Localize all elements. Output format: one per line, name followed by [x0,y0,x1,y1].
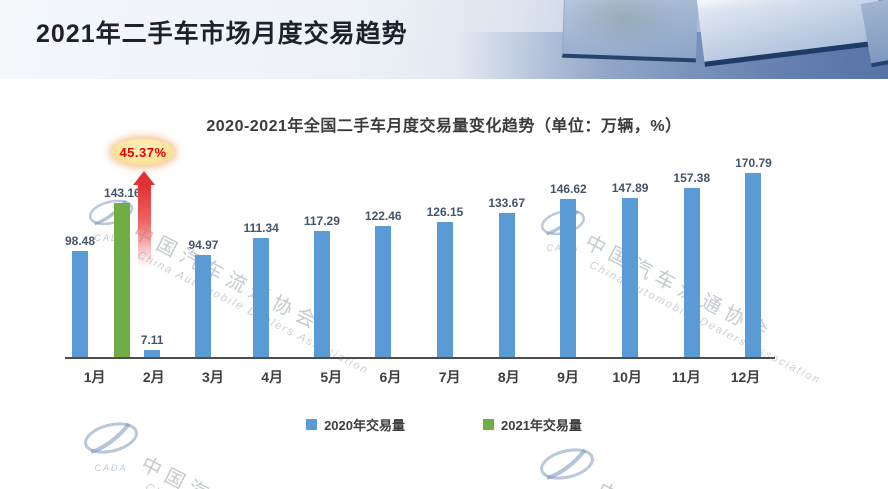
month-column: 122.46 [365,150,427,358]
x-axis-tick-label: 12月 [730,369,761,385]
bar-value-label: 98.48 [65,234,96,249]
watermark-zh-text: 中国汽车流通协会 [593,474,849,489]
month-column: 147.89 [612,150,674,358]
bar-2020年交易量[interactable] [144,350,161,358]
bar-value-label: 143.16 [104,186,141,201]
month-column: 94.97 [188,150,243,358]
legend-label-2021: 2021年交易量 [501,418,582,433]
month-column: 117.29 [304,150,365,358]
month-column: 7.11 [141,150,189,358]
arrow-shaft [137,185,151,267]
bar-value-label: 133.67 [488,196,526,211]
legend-swatch-2021-icon [483,419,494,430]
legend-item-2020[interactable]: 2020年交易量 [306,415,405,434]
legend-label-2020: 2020年交易量 [324,418,405,433]
x-axis-tick-label: 1月 [83,369,106,385]
bar-2020年交易量[interactable] [313,231,330,358]
bar-2020年交易量[interactable] [195,255,212,358]
month-column: 133.67 [488,150,550,358]
x-axis-tick-label: 4月 [261,369,283,385]
x-axis-tick-label: 8月 [497,369,520,385]
bar-columns: 98.48 143.16 7.11 94.97 111.34 117.29 122.46 12… [65,150,775,358]
x-axis-tick-label: 11月 [671,369,701,385]
bar-2020年交易量[interactable] [498,213,515,358]
x-axis-tick-label: 5月 [320,369,343,385]
bar-2020年交易量[interactable] [560,199,577,358]
bar-value-label: 7.11 [140,333,164,348]
bar-2020年交易量[interactable] [436,221,453,358]
growth-callout-value: 45.37% [119,144,167,160]
cada-logo-icon: CADA [536,444,598,489]
x-axis-tick-label: 10月 [612,369,642,385]
x-axis-tick-label: 7月 [438,369,461,385]
growth-arrow-icon [132,171,156,267]
bar-value-label: 94.97 [188,238,219,253]
bar-2020年交易量[interactable] [253,237,270,358]
bar-2020年交易量[interactable] [72,251,89,358]
cada-logo-icon: CADA [80,418,142,473]
watermark-zh-text: 中国汽车流通协会 [137,448,393,489]
bar-value-label: 126.15 [426,204,464,219]
x-axis-tick-labels: 1月 2月 3月 4月 5月 6月 7月 8月 9月 10月 11月 12月 [65,367,775,387]
month-column: 170.79 [735,150,797,358]
legend: 2020年交易量 2021年交易量 [0,415,888,434]
bar-2020年交易量[interactable] [745,173,762,358]
x-axis-tick-label: 3月 [202,369,224,385]
legend-item-2021[interactable]: 2021年交易量 [483,415,582,434]
cube-decoration-icon [561,0,699,63]
header-banner: 2021年二手车市场月度交易趋势 [0,0,888,79]
growth-callout-badge: 45.37% [112,139,174,165]
bar-2021年交易量[interactable] [114,203,131,358]
chart-title: 2020-2021年全国二手车月度交易量变化趋势（单位：万辆，%） [206,118,682,135]
month-column: 157.38 [673,150,735,358]
page-title: 2021年二手车市场月度交易趋势 [36,20,408,48]
x-axis-tick-label: 9月 [557,369,579,385]
legend-swatch-2020-icon [306,419,318,430]
month-column: 146.62 [550,150,612,358]
bar-value-label: 157.38 [673,170,711,185]
bar-2020年交易量[interactable] [375,225,392,358]
month-column: 111.34 [243,150,303,358]
bar-plot: 98.48 143.16 7.11 94.97 111.34 117.29 122.46 12… [65,150,775,390]
bar-value-label: 170.79 [735,156,772,171]
bar-value-label: 146.62 [550,182,587,197]
month-column: 98.48 143.16 [65,150,141,358]
arrow-head-icon [133,171,155,185]
bar-value-label: 122.46 [364,208,402,223]
bar-value-label: 117.29 [303,214,340,229]
bar-value-label: 111.34 [243,220,279,235]
x-axis-line [65,357,775,359]
bar-2020年交易量[interactable] [683,187,700,358]
bar-value-label: 147.89 [611,181,649,195]
month-column: 126.15 [427,150,489,358]
x-axis-tick-label: 6月 [379,369,402,385]
bar-2020年交易量[interactable] [622,198,639,358]
x-axis-tick-label: 2月 [142,369,165,385]
